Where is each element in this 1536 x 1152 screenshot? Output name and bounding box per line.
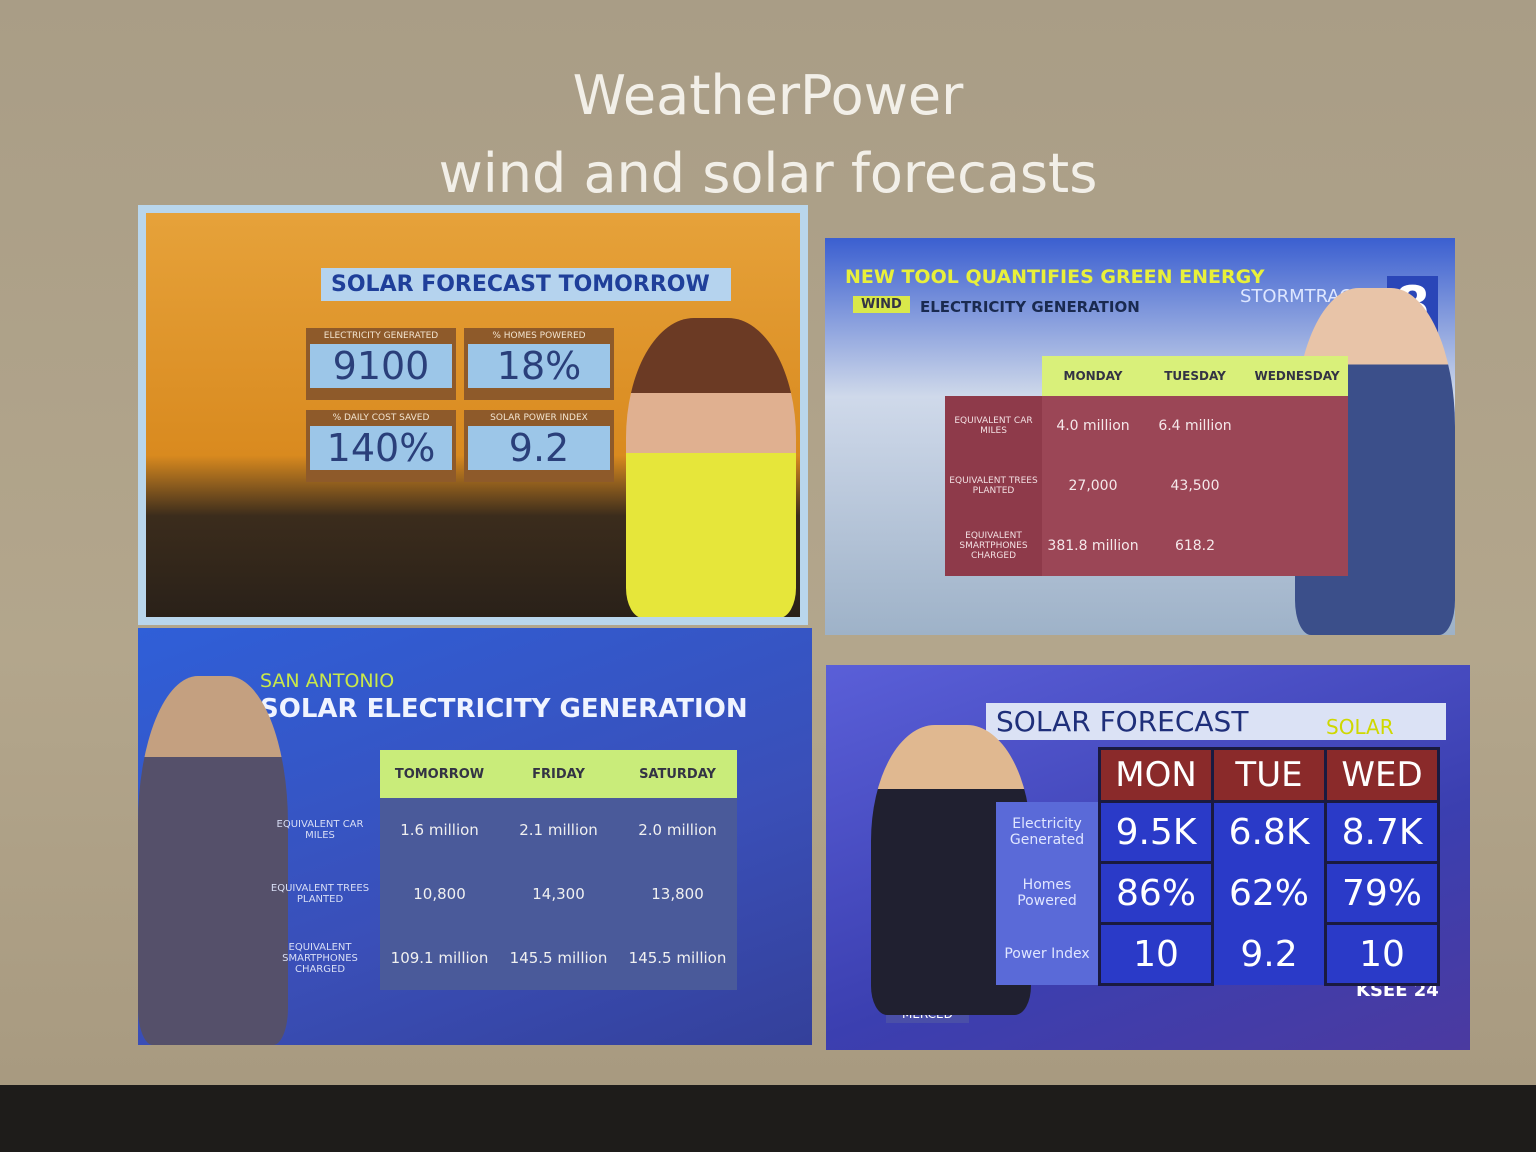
cell: 145.5 million xyxy=(618,926,737,990)
cell: 6.4 million xyxy=(1144,396,1246,456)
cell: 27,000 xyxy=(1042,456,1144,516)
row: EQUIVALENT TREES PLANTED 27,000 43,500 xyxy=(945,456,1348,516)
row-label: Homes Powered xyxy=(996,862,1100,924)
column-header: SATURDAY xyxy=(618,750,737,798)
column-header: WED xyxy=(1324,747,1440,803)
cell: 8.7K xyxy=(1324,800,1440,864)
tile-label: ELECTRICITY GENERATED xyxy=(323,331,439,341)
tile-label: % HOMES POWERED xyxy=(492,331,586,341)
header-row: MON TUE WED xyxy=(996,747,1440,803)
cell: 109.1 million xyxy=(380,926,499,990)
row: Power Index 10 9.2 10 xyxy=(996,922,1440,986)
panel-wind: NEW TOOL QUANTIFIES GREEN ENERGY STORMTR… xyxy=(825,238,1455,635)
cell: 9.2 xyxy=(1212,923,1326,985)
cell: 2.0 million xyxy=(618,798,737,862)
slide: WeatherPower wind and solar forecasts SO… xyxy=(0,0,1536,1085)
row: EQUIVALENT SMARTPHONES CHARGED 109.1 mill… xyxy=(260,926,737,990)
cell: 10 xyxy=(1098,922,1214,986)
cell xyxy=(1246,396,1348,456)
cell: 62% xyxy=(1212,862,1326,924)
cell: 43,500 xyxy=(1144,456,1246,516)
row-label: EQUIVALENT SMARTPHONES CHARGED xyxy=(945,516,1042,576)
column-header: MONDAY xyxy=(1042,356,1144,396)
panel-title: ELECTRICITY GENERATION xyxy=(920,298,1140,316)
cell: 14,300 xyxy=(499,862,618,926)
kicker: SAN ANTONIO xyxy=(260,670,395,692)
cell: 79% xyxy=(1324,861,1440,925)
slide-subtitle: wind and solar forecasts xyxy=(438,142,1098,205)
cell: 618.2 xyxy=(1144,516,1246,576)
cell xyxy=(1246,456,1348,516)
column-header: FRIDAY xyxy=(499,750,618,798)
row-label: EQUIVALENT CAR MILES xyxy=(945,396,1042,456)
panel-title: SOLAR FORECAST TOMORROW xyxy=(321,268,731,301)
cell: 10,800 xyxy=(380,862,499,926)
column-header: TUE xyxy=(1211,747,1327,803)
cell: 86% xyxy=(1098,861,1214,925)
slide-title: WeatherPower xyxy=(572,64,964,127)
row: EQUIVALENT CAR MILES 4.0 million 6.4 milli… xyxy=(945,396,1348,456)
row-label: EQUIVALENT SMARTPHONES CHARGED xyxy=(282,941,358,975)
row-label: Electricity Generated xyxy=(996,801,1100,863)
column-header: TUESDAY xyxy=(1144,356,1246,396)
row-label: EQUIVALENT CAR MILES xyxy=(276,819,364,841)
station: KSEE 24 xyxy=(1356,980,1439,1001)
headline: NEW TOOL QUANTIFIES GREEN ENERGY xyxy=(845,266,1265,288)
tile: % HOMES POWERED 18% xyxy=(464,328,614,400)
cell: 13,800 xyxy=(618,862,737,926)
tile: SOLAR POWER INDEX 9.2 xyxy=(464,410,614,482)
panel-san-antonio: SAN ANTONIO SOLAR ELECTRICITY GENERATION… xyxy=(138,628,812,1045)
brand: SOLAR xyxy=(1326,715,1394,739)
tile-value: 18% xyxy=(468,344,610,388)
panel-solar-tomorrow: SOLAR FORECAST TOMORROW ELECTRICITY GENE… xyxy=(138,205,808,625)
data-table: MON TUE WED Electricity Generated 9.5K 6.8K 8.… xyxy=(996,747,1440,986)
cell: 10 xyxy=(1324,922,1440,986)
panel-title: SOLAR ELECTRICITY GENERATION xyxy=(260,694,748,724)
cell: 4.0 million xyxy=(1042,396,1144,456)
row-label: Power Index xyxy=(996,923,1100,985)
corner xyxy=(945,356,1042,396)
cell: 6.8K xyxy=(1212,801,1326,863)
tile: % DAILY COST SAVED 140% xyxy=(306,410,456,482)
tile-label: % DAILY COST SAVED xyxy=(332,413,430,423)
header-row: MONDAY TUESDAY WEDNESDAY xyxy=(945,356,1348,396)
data-table: MONDAY TUESDAY WEDNESDAY EQUIVALENT CAR MIL… xyxy=(945,356,1348,576)
row-label: EQUIVALENT TREES PLANTED xyxy=(945,456,1042,516)
tile-value: 140% xyxy=(310,426,452,470)
row: Electricity Generated 9.5K 6.8K 8.7K xyxy=(996,800,1440,864)
tile: ELECTRICITY GENERATED 9100 xyxy=(306,328,456,400)
data-table: TOMORROW FRIDAY SATURDAY EQUIVALENT CAR MIL… xyxy=(260,750,737,990)
cell: 381.8 million xyxy=(1042,516,1144,576)
cell: 9.5K xyxy=(1098,800,1214,864)
row: EQUIVALENT CAR MILES 1.6 million 2.1 milli… xyxy=(260,798,737,862)
column-header: MON xyxy=(1098,747,1214,803)
cell xyxy=(1246,516,1348,576)
tile-label: SOLAR POWER INDEX xyxy=(490,413,588,423)
corner xyxy=(260,750,380,798)
cell: 2.1 million xyxy=(499,798,618,862)
tile-value: 9100 xyxy=(310,344,452,388)
cell: 145.5 million xyxy=(499,926,618,990)
header-row: TOMORROW FRIDAY SATURDAY xyxy=(260,750,737,798)
panel-title: SOLAR FORECAST xyxy=(986,703,1446,740)
row: EQUIVALENT SMARTPHONES CHARGED 381.8 mill… xyxy=(945,516,1348,576)
row: EQUIVALENT TREES PLANTED 10,800 14,300 13,8… xyxy=(260,862,737,926)
tile-value: 9.2 xyxy=(468,426,610,470)
corner xyxy=(996,749,1100,802)
panel-solar-forecast: SOLAR FORECAST SOLAR MERCED KSEE 24 MONT… xyxy=(826,665,1470,1050)
row-label: EQUIVALENT TREES PLANTED xyxy=(270,883,370,905)
presenter xyxy=(138,676,288,1045)
cell: 1.6 million xyxy=(380,798,499,862)
tag: WIND xyxy=(853,296,910,313)
presenter xyxy=(626,318,796,617)
column-header: TOMORROW xyxy=(380,750,499,798)
column-header: WEDNESDAY xyxy=(1246,356,1348,396)
row: Homes Powered 86% 62% 79% xyxy=(996,861,1440,925)
